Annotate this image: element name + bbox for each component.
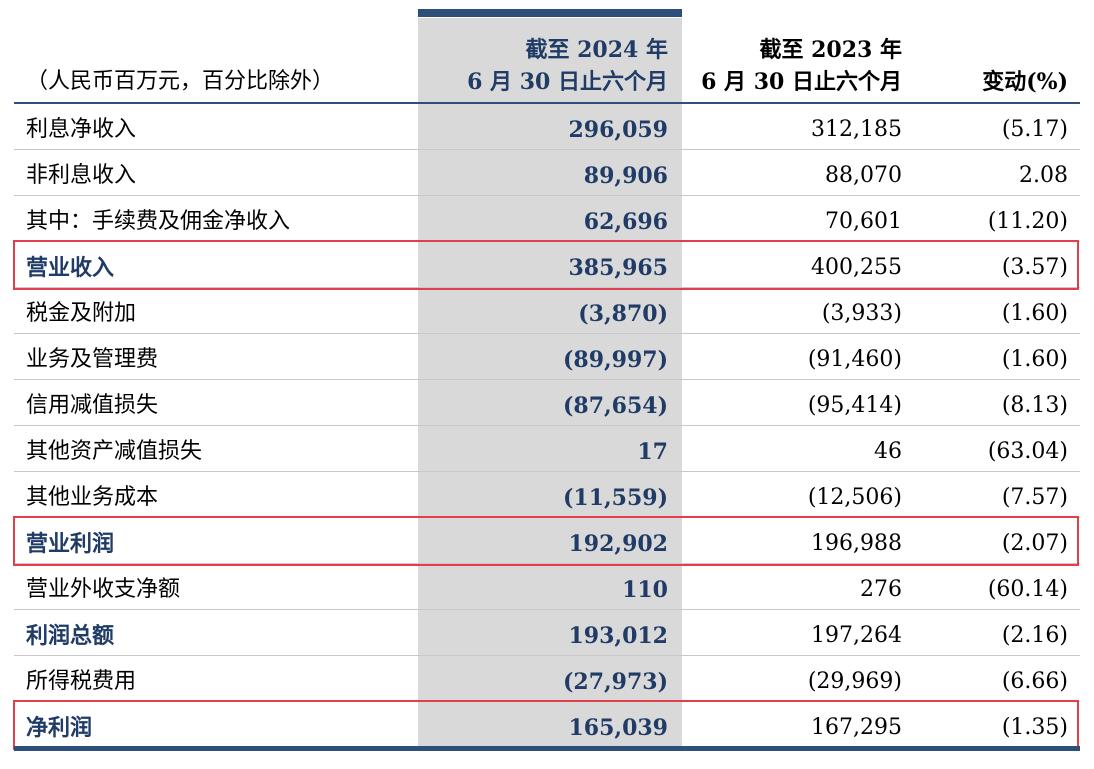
change-value: (1.60) xyxy=(1001,301,1068,326)
prior-period-header: 截至 2023 年 6 月 30 日止六个月 xyxy=(701,34,902,98)
change-value: (2.07) xyxy=(1001,531,1068,556)
prior-period-line2: 6 月 30 日止六个月 xyxy=(701,69,902,95)
current-period-value: 296,059 xyxy=(568,117,668,143)
row-label: 其他资产减值损失 xyxy=(26,439,203,464)
prior-period-value: 46 xyxy=(874,439,902,464)
row-label: 营业外收支净额 xyxy=(26,577,181,602)
current-period-value: (3,870) xyxy=(578,301,668,327)
prior-period-value: 167,295 xyxy=(811,715,902,740)
table-row: 其他业务成本 (11,559) (12,506) (7.57) xyxy=(14,472,1080,518)
prior-period-value: 197,264 xyxy=(811,623,902,648)
current-period-value: 192,902 xyxy=(568,531,668,557)
change-value: (2.16) xyxy=(1001,623,1068,648)
prior-period-value: 276 xyxy=(860,577,902,602)
prior-period-value: 88,070 xyxy=(825,163,902,188)
table-bottom-bar xyxy=(14,746,1080,751)
prior-period-value: 312,185 xyxy=(811,117,902,142)
current-period-value: (89,997) xyxy=(562,347,668,373)
change-value: (8.13) xyxy=(1001,393,1068,418)
current-period-value: (87,654) xyxy=(562,393,668,419)
row-label: 信用减值损失 xyxy=(26,393,159,418)
table-row: 营业利润 192,902 196,988 (2.07) xyxy=(14,518,1080,564)
current-period-value: 165,039 xyxy=(568,715,668,741)
prior-period-value: 400,255 xyxy=(811,255,902,280)
table-header: （人民币百万元，百分比除外） 截至 2024 年 6 月 30 日止六个月 截至… xyxy=(14,18,1080,104)
change-value: (60.14) xyxy=(987,577,1068,602)
change-header: 变动(%) xyxy=(982,69,1068,95)
change-value: (3.57) xyxy=(1001,255,1068,280)
current-period-header: 截至 2024 年 6 月 30 日止六个月 xyxy=(467,34,668,98)
table-row: 利润总额 193,012 197,264 (2.16) xyxy=(14,610,1080,656)
change-value: (5.17) xyxy=(1001,117,1068,142)
unit-label: （人民币百万元，百分比除外） xyxy=(26,69,335,94)
change-value: 2.08 xyxy=(1019,163,1068,188)
current-period-line1: 截至 2024 年 xyxy=(525,37,668,63)
current-period-value: 62,696 xyxy=(583,209,668,235)
table-row: 利息净收入 296,059 312,185 (5.17) xyxy=(14,104,1080,150)
change-value: (63.04) xyxy=(987,439,1068,464)
table-row: 其他资产减值损失 17 46 (63.04) xyxy=(14,426,1080,472)
row-label: 非利息收入 xyxy=(26,163,137,188)
row-label: 所得税费用 xyxy=(26,669,137,694)
row-label: 业务及管理费 xyxy=(26,347,159,372)
row-label: 其他业务成本 xyxy=(26,485,159,510)
current-period-shading xyxy=(418,18,682,749)
change-value: (1.60) xyxy=(1001,347,1068,372)
table-row: 所得税费用 (27,973) (29,969) (6.66) xyxy=(14,656,1080,702)
row-label: 营业利润 xyxy=(26,531,115,557)
table-row: 业务及管理费 (89,997) (91,460) (1.60) xyxy=(14,334,1080,380)
table-row: 信用减值损失 (87,654) (95,414) (8.13) xyxy=(14,380,1080,426)
row-label: 税金及附加 xyxy=(26,301,137,326)
prior-period-value: (29,969) xyxy=(807,669,902,694)
prior-period-value: (95,414) xyxy=(807,393,902,418)
table-row: 其中：手续费及佣金净收入 62,696 70,601 (11.20) xyxy=(14,196,1080,242)
current-period-top-bar xyxy=(418,9,682,17)
current-period-value: (11,559) xyxy=(562,485,668,511)
current-period-line2: 6 月 30 日止六个月 xyxy=(467,69,668,95)
table-row: 净利润 165,039 167,295 (1.35) xyxy=(14,702,1080,748)
prior-period-value: (12,506) xyxy=(807,485,902,510)
change-value: (11.20) xyxy=(987,209,1068,234)
table-row: 税金及附加 (3,870) (3,933) (1.60) xyxy=(14,288,1080,334)
table-row: 营业外收支净额 110 276 (60.14) xyxy=(14,564,1080,610)
prior-period-line1: 截至 2023 年 xyxy=(759,37,902,63)
prior-period-value: 196,988 xyxy=(811,531,902,556)
change-value: (6.66) xyxy=(1001,669,1068,694)
change-value: (7.57) xyxy=(1001,485,1068,510)
row-label: 营业收入 xyxy=(26,255,115,281)
prior-period-value: (91,460) xyxy=(807,347,902,372)
row-label: 利息净收入 xyxy=(26,117,137,142)
current-period-value: (27,973) xyxy=(562,669,668,695)
table-row: 非利息收入 89,906 88,070 2.08 xyxy=(14,150,1080,196)
current-period-value: 193,012 xyxy=(568,623,668,649)
row-label: 净利润 xyxy=(26,715,93,741)
current-period-value: 110 xyxy=(622,577,668,603)
current-period-value: 89,906 xyxy=(583,163,668,189)
row-label: 利润总额 xyxy=(26,623,115,649)
prior-period-value: 70,601 xyxy=(825,209,902,234)
row-label: 其中：手续费及佣金净收入 xyxy=(26,209,291,234)
current-period-value: 17 xyxy=(637,439,668,465)
change-value: (1.35) xyxy=(1001,715,1068,740)
prior-period-value: (3,933) xyxy=(821,301,902,326)
current-period-value: 385,965 xyxy=(568,255,668,281)
table-row: 营业收入 385,965 400,255 (3.57) xyxy=(14,242,1080,288)
